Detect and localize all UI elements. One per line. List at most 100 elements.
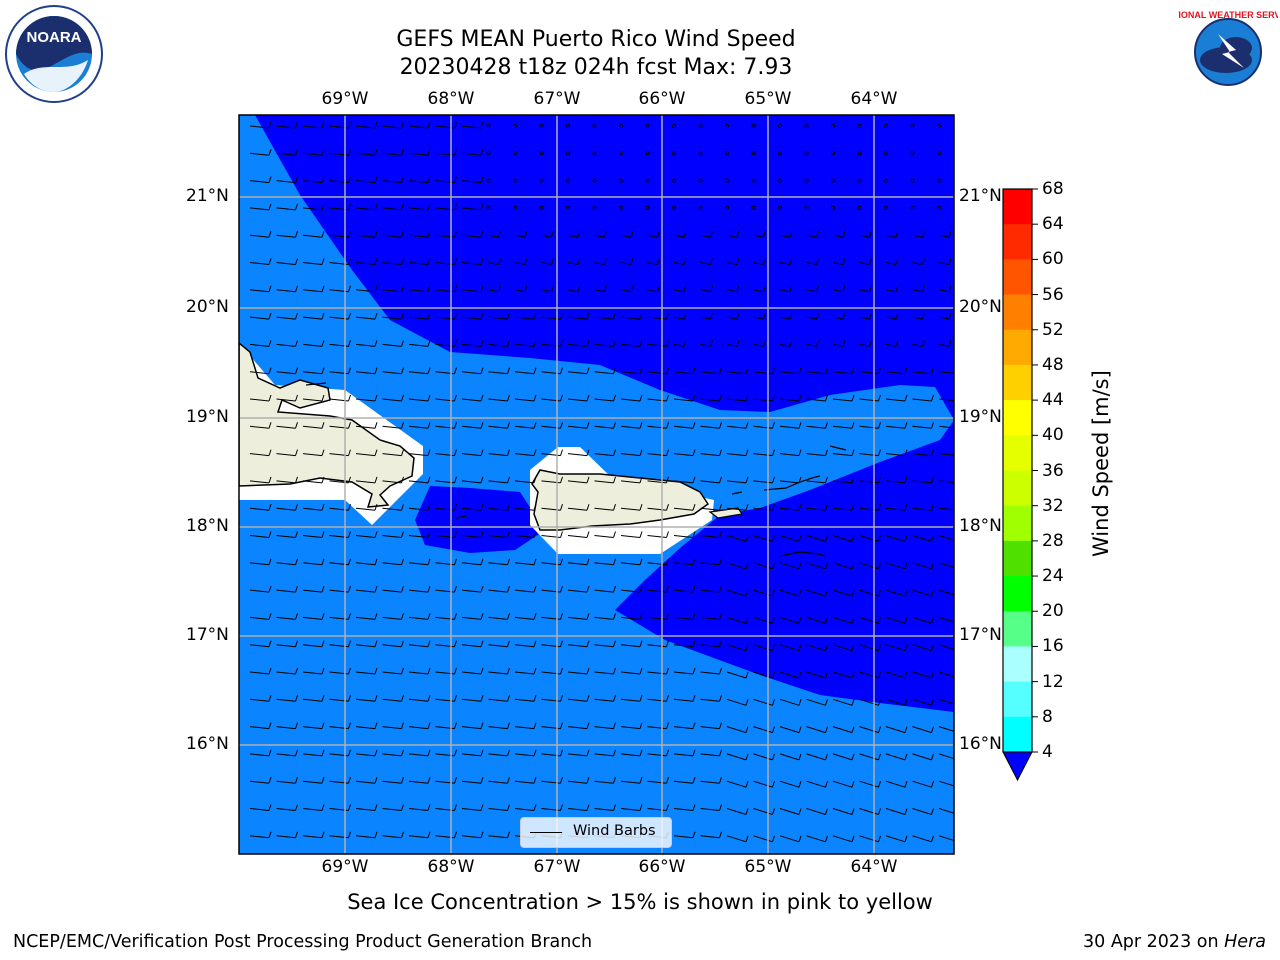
colorbar-tick-label: 4 [1042, 742, 1053, 762]
wind-barb [539, 205, 544, 210]
wind-barb [832, 835, 855, 843]
wind-barb [673, 258, 687, 265]
lon-label-top: 65°W [744, 89, 792, 109]
wind-barb [647, 258, 660, 265]
wind-barb [672, 124, 677, 129]
wind-barb [408, 203, 431, 211]
wind-barb [488, 722, 510, 730]
wind-barb [355, 585, 378, 593]
wind-barb [779, 340, 793, 347]
wind-barb [647, 640, 669, 648]
wind-barb [647, 504, 669, 511]
wind-barb [700, 695, 722, 702]
wind-barb [249, 558, 272, 566]
wind-barb [753, 504, 775, 511]
wind-barb [937, 178, 942, 183]
wind-barb [832, 562, 855, 570]
wind-barb [806, 835, 828, 843]
wind-barb [276, 749, 298, 757]
wind-barb [673, 476, 696, 484]
wind-barb [700, 449, 722, 457]
wind-barb [806, 562, 828, 570]
wind-barb [885, 504, 908, 511]
wind-barb [726, 340, 740, 347]
wind-barb [620, 231, 634, 238]
wind-barb [673, 722, 696, 730]
wind-barb [804, 151, 809, 156]
wind-barb [567, 504, 590, 511]
wind-barb [382, 203, 404, 211]
colorbar-segment [1003, 470, 1032, 507]
wind-barb [302, 531, 325, 538]
wind-barb [461, 121, 484, 129]
wind-barb [753, 340, 766, 347]
wind-barb [700, 804, 722, 811]
wind-barb [673, 585, 696, 593]
wind-barb [700, 613, 722, 620]
wind-barb [461, 422, 484, 429]
wind-barb [488, 231, 501, 238]
wind-barb [672, 151, 677, 156]
wind-barb [567, 613, 590, 620]
lat-label-left: 16°N [186, 734, 229, 754]
wind-barb [408, 667, 431, 675]
wind-barb [859, 616, 881, 624]
wind-barb [832, 422, 855, 429]
wind-barb [488, 367, 510, 375]
wind-barb [806, 504, 828, 511]
wind-barb [355, 640, 378, 648]
wind-barb [355, 340, 378, 347]
wind-barb [382, 749, 404, 757]
wind-barb [567, 585, 590, 593]
wind-barb [488, 585, 510, 593]
wind-barb [806, 258, 819, 265]
wind-barb [488, 394, 510, 402]
wind-barb [832, 476, 855, 484]
colorbar-segment [1003, 224, 1032, 260]
wind-barb [647, 312, 669, 320]
wind-barb [382, 367, 404, 375]
wind-barb [620, 695, 643, 702]
wind-barb [514, 531, 537, 538]
wind-barb [700, 504, 722, 511]
wind-barb [461, 149, 484, 156]
wind-barb [726, 312, 740, 320]
wind-barb [408, 585, 431, 593]
wind-barb [938, 507, 954, 511]
wind-barb [249, 531, 272, 538]
wind-barb [751, 124, 756, 129]
wind-barb [302, 722, 325, 730]
colorbar-tick-label: 52 [1042, 319, 1064, 340]
wind-barb [408, 394, 431, 402]
wind-barb [647, 285, 660, 293]
wind-barb [620, 285, 634, 293]
wind-barb [779, 698, 802, 706]
colorbar-segment [1003, 189, 1032, 225]
wind-barb [382, 176, 404, 184]
wind-barb [673, 558, 696, 566]
wind-barb [461, 749, 484, 757]
wind-barb [804, 178, 809, 183]
wind-barb [355, 667, 378, 675]
colorbar-segment [1003, 540, 1032, 577]
wind-barb [514, 640, 537, 648]
wind-barb [408, 749, 431, 757]
wind-barb [594, 231, 607, 238]
wind-barb [249, 203, 272, 211]
wind-barb [382, 231, 404, 238]
wind-barb [567, 394, 590, 402]
wind-barb [249, 312, 272, 320]
wind-barb [302, 449, 325, 457]
wind-barb [753, 835, 775, 843]
wind-barb [355, 176, 378, 184]
wind-barb [698, 178, 703, 183]
wind-barb [488, 340, 510, 347]
wind-barb [566, 178, 571, 183]
wind-barb [567, 749, 590, 757]
wind-barb [884, 151, 889, 156]
wind-barb [488, 777, 510, 784]
wind-barb [276, 149, 298, 156]
wind-barb [620, 640, 643, 648]
wind-barb [382, 394, 404, 402]
wind-barb [673, 504, 696, 511]
